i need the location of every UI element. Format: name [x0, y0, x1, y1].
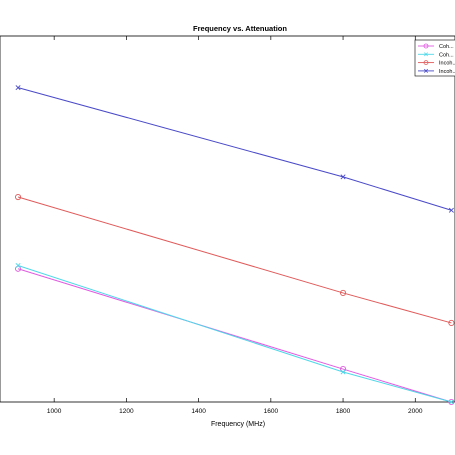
series-1-point [448, 399, 454, 405]
series-3-point [340, 174, 346, 180]
series-1-point [15, 262, 21, 269]
plot-area [0, 35, 455, 403]
series-3-point [448, 207, 454, 213]
legend-label: Incoh... [439, 69, 455, 75]
x-tick-label: 1800 [336, 408, 351, 415]
x-axis: 1000 1200 1400 1600 1800 2000 [47, 36, 423, 415]
series-layer [15, 85, 455, 406]
legend-entry: Incoh... [418, 60, 455, 67]
series-2-point [340, 289, 347, 296]
series-3-point [15, 85, 21, 91]
series-1-point [340, 369, 346, 375]
x-tick-label: 1000 [47, 408, 62, 415]
legend-marker [423, 60, 429, 65]
series-2-point [15, 193, 22, 201]
legend-marker [424, 52, 428, 57]
x-axis-label: Frequency (MHz) [211, 421, 265, 428]
legend: Coh... Coh... Incoh... Incoh... [414, 39, 455, 77]
series-0-line [17, 268, 452, 403]
legend-label: Incoh... [439, 61, 455, 67]
x-tick-label: 1600 [264, 408, 279, 415]
x-tick-label: 1400 [191, 408, 206, 415]
legend-marker [423, 43, 429, 49]
legend-entry: Coh... [418, 52, 454, 58]
legend-marker [424, 68, 428, 73]
legend-label: Coh... [439, 44, 454, 50]
legend-label: Coh... [439, 52, 454, 58]
legend-entry: Incoh... [418, 69, 455, 75]
series-0-point [448, 398, 455, 406]
legend-entry: Coh... [418, 43, 454, 50]
series-0-point [15, 265, 22, 272]
chart-title: Frequency vs. Attenuation [193, 24, 287, 33]
series-2-point [448, 319, 455, 326]
series-2-line [17, 196, 452, 324]
x-tick-label: 2000 [408, 408, 423, 415]
x-tick-label: 1200 [119, 408, 134, 415]
